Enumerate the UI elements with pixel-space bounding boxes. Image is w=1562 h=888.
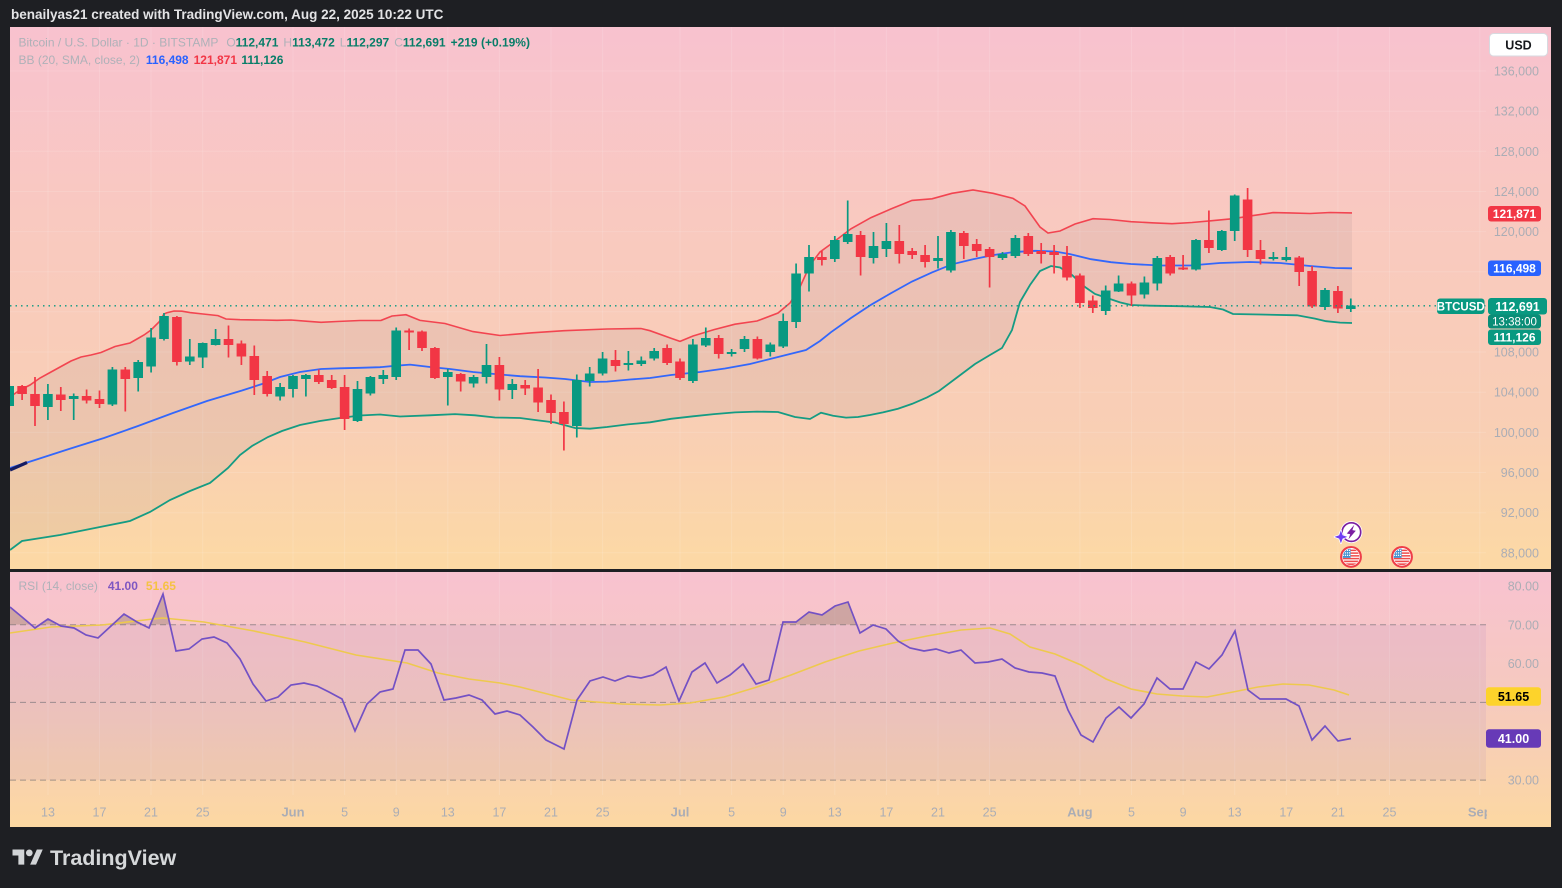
svg-text:USD: USD xyxy=(1505,39,1531,53)
svg-text:Jun: Jun xyxy=(281,805,304,820)
svg-text:100,000: 100,000 xyxy=(1494,426,1539,440)
svg-text:17: 17 xyxy=(492,806,506,820)
svg-text:9: 9 xyxy=(1180,806,1187,820)
svg-text:21: 21 xyxy=(144,806,158,820)
svg-text:21: 21 xyxy=(931,806,945,820)
svg-text:Aug: Aug xyxy=(1067,805,1092,820)
svg-text:104,000: 104,000 xyxy=(1494,386,1539,400)
svg-text:17: 17 xyxy=(1279,806,1293,820)
svg-text:benailyas21 created with Tradi: benailyas21 created with TradingView.com… xyxy=(11,7,444,22)
svg-text:5: 5 xyxy=(341,806,348,820)
svg-text:96,000: 96,000 xyxy=(1501,466,1539,480)
svg-text:Bitcoin / U.S. Dollar · 1D · B: Bitcoin / U.S. Dollar · 1D · BITSTAMP O11… xyxy=(19,36,530,50)
svg-text:41.00: 41.00 xyxy=(1498,732,1529,746)
svg-text:9: 9 xyxy=(780,806,787,820)
svg-text:60.00: 60.00 xyxy=(1508,657,1539,671)
svg-text:21: 21 xyxy=(544,806,558,820)
svg-text:116,498: 116,498 xyxy=(1493,262,1536,276)
svg-text:Sep: Sep xyxy=(1468,805,1492,820)
svg-text:TradingView: TradingView xyxy=(50,846,177,870)
svg-text:70.00: 70.00 xyxy=(1508,618,1539,632)
svg-text:136,000: 136,000 xyxy=(1494,65,1539,79)
svg-text:5: 5 xyxy=(728,806,735,820)
svg-text:Jul: Jul xyxy=(671,805,690,820)
svg-text:17: 17 xyxy=(879,806,893,820)
svg-text:21: 21 xyxy=(1331,806,1345,820)
svg-text:30.00: 30.00 xyxy=(1508,774,1539,788)
svg-text:92,000: 92,000 xyxy=(1501,506,1539,520)
svg-text:25: 25 xyxy=(196,806,210,820)
svg-text:124,000: 124,000 xyxy=(1494,185,1539,199)
svg-text:132,000: 132,000 xyxy=(1494,105,1539,119)
svg-text:13: 13 xyxy=(41,806,55,820)
svg-text:13: 13 xyxy=(441,806,455,820)
svg-text:128,000: 128,000 xyxy=(1494,145,1539,159)
svg-text:121,871: 121,871 xyxy=(1493,207,1537,221)
svg-text:5: 5 xyxy=(1128,806,1135,820)
svg-text:88,000: 88,000 xyxy=(1501,546,1539,560)
svg-text:BTCUSD: BTCUSD xyxy=(1437,301,1485,313)
svg-text:120,000: 120,000 xyxy=(1494,225,1539,239)
svg-text:111,126: 111,126 xyxy=(1493,331,1535,345)
svg-text:13:38:00: 13:38:00 xyxy=(1492,317,1537,329)
svg-text:9: 9 xyxy=(393,806,400,820)
svg-text:80.00: 80.00 xyxy=(1508,580,1539,594)
svg-text:17: 17 xyxy=(93,806,107,820)
svg-text:13: 13 xyxy=(1228,806,1242,820)
svg-text:108,000: 108,000 xyxy=(1494,346,1539,360)
svg-text:25: 25 xyxy=(1383,806,1397,820)
svg-text:51.65: 51.65 xyxy=(1498,690,1529,704)
svg-text:25: 25 xyxy=(596,806,610,820)
svg-text:112,691: 112,691 xyxy=(1495,300,1540,314)
svg-text:13: 13 xyxy=(828,806,842,820)
svg-text:25: 25 xyxy=(983,806,997,820)
